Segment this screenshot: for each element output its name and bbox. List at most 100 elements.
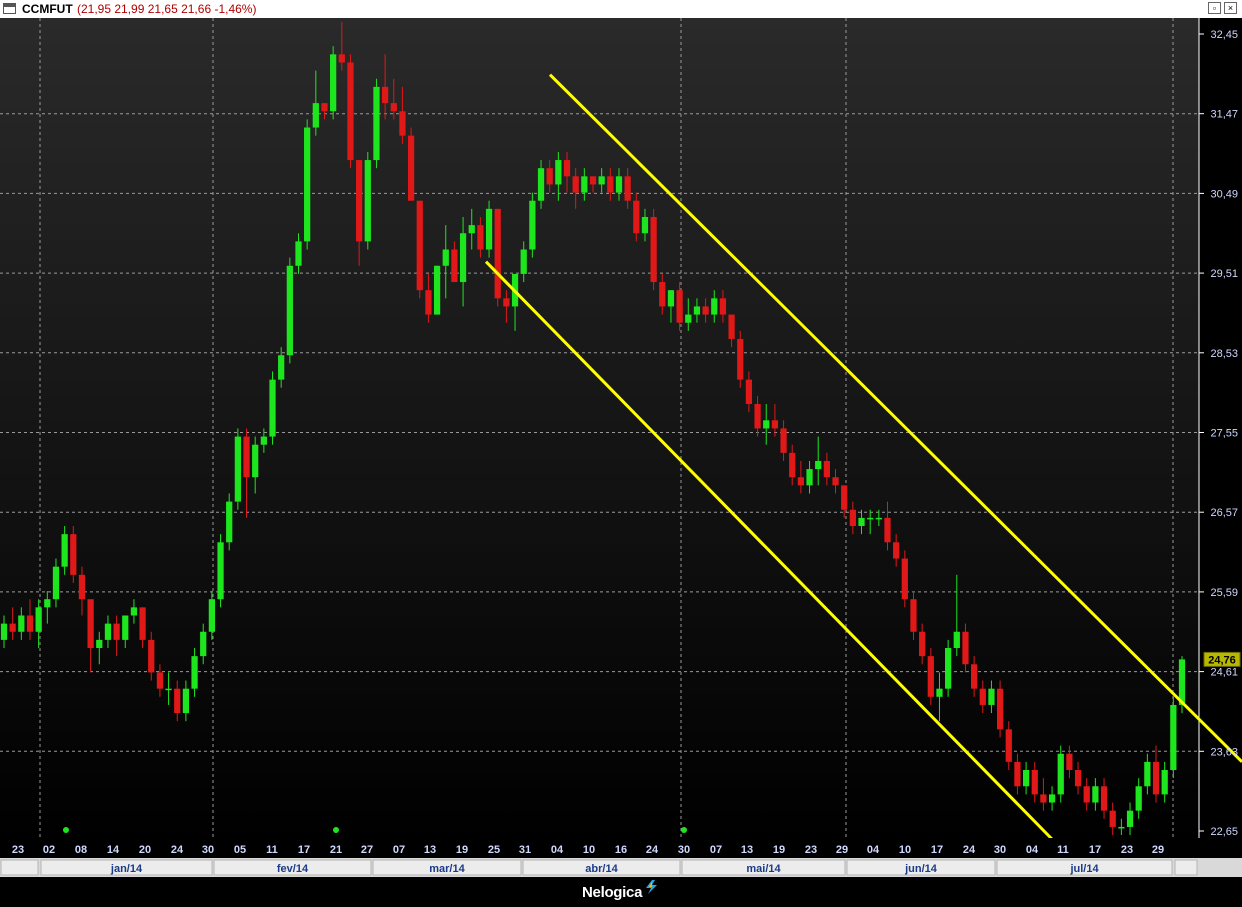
candle-body [797,477,805,486]
candle-body [945,648,952,689]
candle-body [18,615,25,632]
candle-body [763,420,770,429]
candle-body [442,249,449,266]
candle-body [581,176,588,193]
x-tick-label: 19 [456,844,468,856]
x-month-label: mai/14 [746,863,781,875]
candle-body [260,436,267,445]
candle-body [832,477,839,486]
x-tick-label: 31 [519,844,531,856]
candle-body [381,86,389,104]
y-tick-label: 30,49 [1210,188,1238,200]
candle-body [1074,770,1082,787]
month-cell [846,859,996,876]
candle-body [104,623,112,640]
candle-body [416,200,423,291]
candle-body [1109,810,1116,827]
candle-body [607,176,614,193]
candle-body [191,656,198,689]
candle-body [451,249,458,283]
candle-body [996,688,1004,730]
event-markers [63,827,687,833]
candle-body [295,241,302,266]
candle-body [659,282,666,307]
candles [0,21,1186,836]
candle-body [979,688,986,705]
y-tick-label: 23,63 [1210,746,1238,758]
y-tick-label: 26,57 [1210,507,1238,519]
candle-body [459,233,467,283]
x-tick-label: 10 [899,844,911,856]
candle-body [598,176,605,185]
candle-body [1014,761,1021,787]
y-tick-label: 22,65 [1210,826,1238,838]
y-tick-label: 27,55 [1210,428,1238,440]
x-month-label: mar/14 [429,863,465,875]
y-tick-label: 25,59 [1210,587,1238,599]
candle-body [685,314,692,323]
candle-body [867,517,874,520]
candle-body [234,436,241,502]
nelogica-logo-icon [646,880,657,894]
x-tick-label: 29 [1152,844,1164,856]
candle-body [330,54,337,112]
candle-body [468,225,475,234]
trendlines[interactable] [484,73,1242,841]
candle-body [962,631,969,665]
trendline[interactable] [548,73,1242,763]
y-tick-label: 29,51 [1210,268,1238,280]
candle-body [87,599,94,649]
x-tick-label: 25 [488,844,500,856]
brand-name: Nelogica [582,884,643,901]
month-cell [1174,859,1198,876]
candle-body [243,436,250,478]
candle-body [226,501,233,543]
x-tick-label: 11 [1057,844,1069,856]
candle-body [693,306,701,315]
candle-body [919,631,926,657]
candle-body [44,599,51,608]
month-cell [213,859,372,876]
price-chart[interactable]: 32,45 31,47 30,49 29,51 28,53 27,55 26,57 25,59… [0,18,1242,877]
candle-body [174,688,181,714]
candle-body [633,200,640,234]
candle-body [806,469,813,486]
y-axis-background [1199,18,1242,838]
x-tick-label: 04 [1026,844,1039,856]
candle-body [1126,810,1134,827]
candle-body [26,615,34,632]
candle-body [35,607,42,632]
candle-body [269,379,276,437]
footer [0,877,1242,907]
candle-body [745,379,753,405]
candle-body [546,168,553,185]
trendline[interactable] [484,260,1054,841]
candle-body [165,688,172,691]
x-tick-label: 14 [107,844,120,856]
x-tick-label: 27 [361,844,373,856]
x-axis-day-row [0,838,1242,858]
x-tick-label: 10 [583,844,595,856]
x-tick-label: 24 [646,844,659,856]
month-cell [681,859,846,876]
symbol-title: CCMFUT [22,2,73,16]
candle-body [667,290,675,307]
candle-body [1057,753,1064,795]
candle-body [1092,786,1099,803]
x-tick-label: 21 [330,844,342,856]
x-month-label: fev/14 [277,863,309,875]
candle-body [364,160,371,242]
x-tick-label: 13 [424,844,436,856]
last-price-label: 24,76 [1208,654,1236,666]
candle-body [927,656,934,697]
month-cell [522,859,681,876]
candle-body [208,599,216,632]
month-cell [996,859,1173,876]
x-month-label: abr/14 [585,863,618,875]
close-icon[interactable]: × [1224,2,1237,14]
candle-body [390,103,397,112]
restore-icon[interactable]: ▫ [1208,2,1221,14]
candle-body [676,290,683,323]
candle-body [641,216,649,234]
candle-body [1066,753,1073,771]
